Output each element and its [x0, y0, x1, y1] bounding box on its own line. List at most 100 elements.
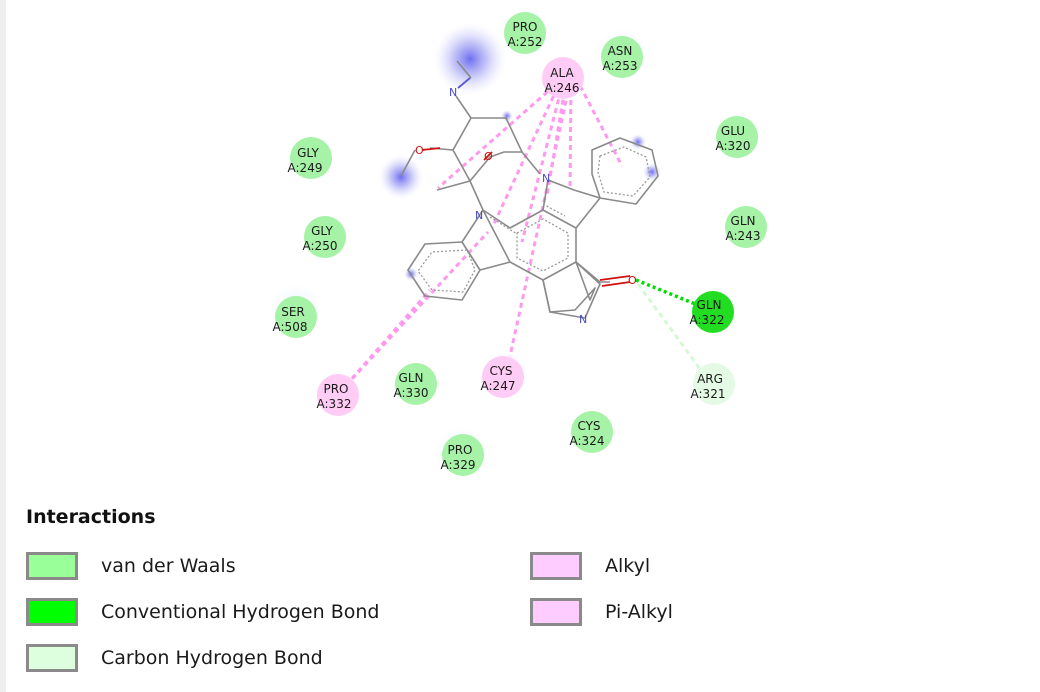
residue-cys247[interactable]: CYS A:247: [481, 356, 524, 398]
residue-gln322[interactable]: GLN A:322: [690, 291, 734, 333]
legend-title: Interactions: [26, 506, 156, 528]
alkyl-line: [490, 79, 563, 229]
residue-name: PRO: [323, 382, 348, 396]
atom-label: N: [475, 209, 483, 222]
residue-name: ARG: [697, 372, 723, 386]
residue-name: GLY: [297, 146, 319, 160]
alkyl-line: [568, 81, 573, 191]
alkyl-line: [574, 77, 624, 167]
methylamine-bonds: [455, 60, 472, 119]
residue-asn253[interactable]: ASN A:253: [601, 36, 643, 78]
aromatic-ring: [516, 218, 569, 272]
residue-pro332[interactable]: PRO A:332: [317, 374, 359, 416]
residue-name: GLY: [311, 224, 333, 238]
residue-disc: [395, 363, 437, 405]
right-benzene: [591, 137, 659, 205]
residue-chain: A:243: [726, 229, 761, 243]
atom-label: O: [628, 274, 637, 287]
residue-chain: A:247: [481, 379, 516, 393]
atom-label: N: [579, 313, 587, 326]
residue-disc: [442, 434, 484, 476]
legend-label: Conventional Hydrogen Bond: [101, 601, 380, 623]
residue-name: GLN: [399, 371, 424, 385]
atom-label: N: [449, 86, 457, 99]
legend-swatch: [26, 552, 78, 580]
sugar-substituents: [400, 147, 541, 211]
residue-ser508[interactable]: SER A:508: [273, 296, 317, 338]
carbon-hbond-line: [636, 283, 710, 381]
halo: [379, 155, 423, 199]
methoxy-o-bond: [421, 147, 441, 151]
residue-disc: [482, 356, 524, 398]
residue-glu320[interactable]: GLU A:320: [716, 116, 758, 158]
residue-name: CYS: [577, 419, 600, 433]
residue-chain: A:329: [441, 458, 476, 472]
residue-name: GLN: [731, 214, 756, 228]
residue-chain: A:250: [303, 239, 338, 253]
residue-disc: [275, 296, 317, 338]
indolocarbazole-core: [461, 179, 610, 313]
alkyl-line: [508, 91, 570, 357]
legend-swatch: [530, 552, 582, 580]
residue-disc: [571, 411, 613, 453]
residue-chain: A:253: [603, 59, 638, 73]
residue-disc: [304, 216, 346, 258]
residue-chain: A:249: [288, 161, 323, 175]
residue-ala246[interactable]: ALA A:246: [542, 57, 584, 99]
residue-name: GLN: [697, 298, 722, 312]
residue-name: GLU: [721, 124, 745, 138]
residue-disc: [290, 137, 332, 179]
residue-disc: [725, 206, 767, 248]
halo: [643, 163, 661, 181]
left-benzene: [407, 241, 481, 301]
atom-label: O: [484, 150, 493, 163]
residue-chain: A:321: [691, 387, 726, 401]
legend-label: Alkyl: [605, 555, 651, 577]
interaction-diagram: N O O N N O N PRO A:252 ASN A:253 ALA A:…: [270, 7, 767, 478]
residue-disc: [692, 291, 734, 333]
residue-chain: A:508: [273, 320, 308, 334]
residue-gln243[interactable]: GLN A:243: [725, 206, 767, 248]
residue-chain: A:252: [508, 35, 543, 49]
legend-swatch: [26, 598, 78, 626]
legend-label: Pi-Alkyl: [605, 601, 673, 623]
residue-pro252[interactable]: PRO A:252: [504, 12, 546, 54]
halo: [434, 23, 506, 95]
residue-disc: [601, 36, 643, 78]
residue-name: PRO: [447, 443, 472, 457]
legend-swatch: [530, 598, 582, 626]
residue-name: PRO: [512, 20, 537, 34]
atom-label: O: [415, 144, 424, 157]
window-left-edge: [0, 0, 6, 692]
residue-chain: A:322: [690, 313, 725, 327]
alkyl-line: [437, 78, 562, 190]
residue-gly249[interactable]: GLY A:249: [288, 137, 332, 179]
halo: [501, 110, 513, 122]
residue-discs: PRO A:252 ASN A:253 ALA A:246 GLU A:320 …: [273, 12, 767, 476]
legend-item-vdw: van der Waals: [26, 549, 236, 583]
residue-disc: [317, 374, 359, 416]
residue-disc: [542, 57, 584, 99]
hydrogen-bond-lines: [635, 278, 711, 381]
legend-item-alkyl: Alkyl: [530, 549, 650, 583]
residue-gly250[interactable]: GLY A:250: [303, 216, 346, 258]
residue-chain: A:332: [317, 397, 352, 411]
residue-arg321[interactable]: ARG A:321: [691, 363, 735, 405]
aromatic-ring: [417, 249, 476, 293]
legend-label: van der Waals: [101, 555, 236, 577]
residue-disc: [693, 363, 735, 405]
atom-labels: N O O N N O N: [415, 86, 637, 326]
residue-gln330[interactable]: GLN A:330: [394, 363, 437, 405]
ring-o-bond: [483, 151, 493, 161]
residue-pro329[interactable]: PRO A:329: [441, 434, 484, 476]
n-bond: [457, 77, 471, 89]
residue-disc: [504, 12, 546, 54]
sugar-ring: [452, 117, 523, 182]
legend-swatch: [26, 644, 78, 672]
co-double-bond: [601, 281, 631, 287]
alkyl-line: [520, 81, 565, 243]
legend-label: Carbon Hydrogen Bond: [101, 647, 323, 669]
residue-cys324[interactable]: CYS A:324: [570, 411, 613, 453]
legend-item-hbond: Conventional Hydrogen Bond: [26, 595, 379, 629]
residue-name: ALA: [550, 66, 574, 80]
